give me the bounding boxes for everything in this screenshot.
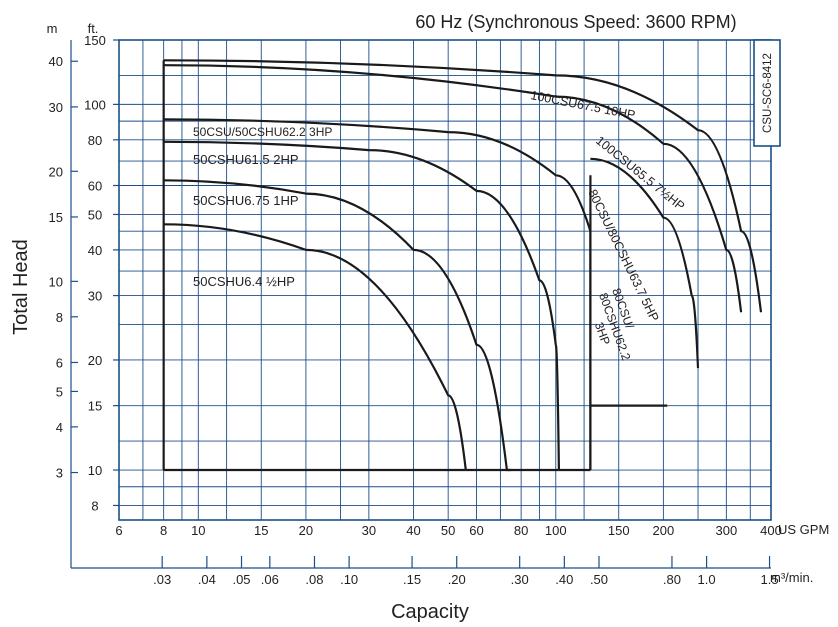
gpm-tick-label: 10 xyxy=(191,523,205,538)
gpm-tick-label: 300 xyxy=(715,523,737,538)
x-axis-title: Capacity xyxy=(391,601,469,623)
m-tick-label: 4 xyxy=(56,420,63,435)
m3-tick-label: .08 xyxy=(305,572,323,587)
m3-tick-label: .80 xyxy=(663,572,681,587)
gpm-tick-label: 100 xyxy=(545,523,567,538)
series-label-s1: 50CSHU6.4 ½HP xyxy=(193,274,295,289)
m3-tick-label: .40 xyxy=(555,572,573,587)
series-curve-1 xyxy=(163,223,467,472)
ft-tick-label: 40 xyxy=(88,243,102,258)
m-tick-label: 3 xyxy=(56,466,63,481)
gpm-tick-label: 8 xyxy=(160,523,167,538)
ft-tick-label: 50 xyxy=(88,207,102,222)
m-tick-label: 40 xyxy=(49,54,63,69)
m-tick-label: 5 xyxy=(56,384,63,399)
x-unit-m3: m³/min. xyxy=(770,570,813,585)
ft-tick-label: 30 xyxy=(88,289,102,304)
ft-tick-label: 100 xyxy=(84,97,106,112)
series-curve-3 xyxy=(163,140,560,471)
gpm-tick-label: 30 xyxy=(362,523,376,538)
gpm-tick-label: 20 xyxy=(299,523,313,538)
chart-code: CSU-SC6-8412 xyxy=(762,53,774,133)
m-tick-label: 20 xyxy=(49,164,63,179)
m-tick-label: 10 xyxy=(49,274,63,289)
gpm-tick-label: 15 xyxy=(254,523,268,538)
gpm-tick-label: 60 xyxy=(469,523,483,538)
series-curve-8 xyxy=(163,59,763,313)
series-curve-7 xyxy=(163,64,743,313)
m3-tick-label: .05 xyxy=(232,572,250,587)
gpm-tick-label: 80 xyxy=(514,523,528,538)
m3-tick-label: .20 xyxy=(448,572,466,587)
series-curve-6 xyxy=(590,157,700,370)
gpm-tick-label: 6 xyxy=(115,523,122,538)
ft-tick-label: 8 xyxy=(91,498,98,513)
gpm-tick-label: 50 xyxy=(441,523,455,538)
gpm-tick-label: 400 xyxy=(760,523,782,538)
chart-title: 60 Hz (Synchronous Speed: 3600 RPM) xyxy=(415,12,736,32)
m-tick-label: 6 xyxy=(56,355,63,370)
plot-frame xyxy=(118,39,772,521)
m3-axis-ticks: .03 .04 .05 .06 .08 .10 .15 .20 .30 .40 .50 .80 1.0 1… xyxy=(153,556,779,587)
m-tick-label: 30 xyxy=(49,100,63,115)
gpm-tick-label: 200 xyxy=(653,523,675,538)
y-axis-title: Total Head xyxy=(10,239,32,335)
series-label-s8: 100CSU67.5 10HP xyxy=(529,88,636,122)
y-unit-ft: ft. xyxy=(88,21,99,36)
m3-tick-label: .10 xyxy=(340,572,358,587)
ft-tick-label: 15 xyxy=(88,399,102,414)
m-tick-label: 8 xyxy=(56,310,63,325)
m3-tick-label: .03 xyxy=(153,572,171,587)
m-axis-ticks: 3 4 5 6 8 10 15 20 30 40 xyxy=(49,54,78,481)
ft-tick-label: 80 xyxy=(88,133,102,148)
series-label-s2: 50CSHU6.75 1HP xyxy=(193,193,299,208)
code-box xyxy=(753,39,781,147)
y-unit-m: m xyxy=(47,21,58,36)
ft-tick-label: 20 xyxy=(88,353,102,368)
ft-tick-label: 150 xyxy=(84,33,106,48)
ft-tick-label: 10 xyxy=(88,463,102,478)
gpm-tick-label: 40 xyxy=(406,523,420,538)
m3-tick-label: 1.0 xyxy=(698,572,716,587)
m3-tick-label: 1.5 xyxy=(761,572,779,587)
series-label-s3: 50CSHU61.5 2HP xyxy=(193,152,299,167)
m3-tick-label: .06 xyxy=(261,572,279,587)
gpm-tick-label: 150 xyxy=(608,523,630,538)
m3-tick-label: .50 xyxy=(590,572,608,587)
m3-tick-label: .15 xyxy=(403,572,421,587)
series-label-s4: 50CSU/50CSHU62.2 3HP xyxy=(193,125,332,139)
pump-curves xyxy=(162,59,763,472)
gpm-axis-ticks: 6 8 10 15 20 30 40 50 60 80 100 150 200 300 400 xyxy=(115,523,781,538)
m-tick-label: 15 xyxy=(49,210,63,225)
ft-axis-ticks: 8 10 15 20 30 40 50 60 80 100 150 xyxy=(84,33,119,513)
x-unit-gpm: US GPM xyxy=(778,522,829,537)
series-curve-4 xyxy=(163,118,592,470)
m3-tick-label: .04 xyxy=(198,572,216,587)
m3-tick-label: .30 xyxy=(511,572,529,587)
ft-tick-label: 60 xyxy=(88,179,102,194)
